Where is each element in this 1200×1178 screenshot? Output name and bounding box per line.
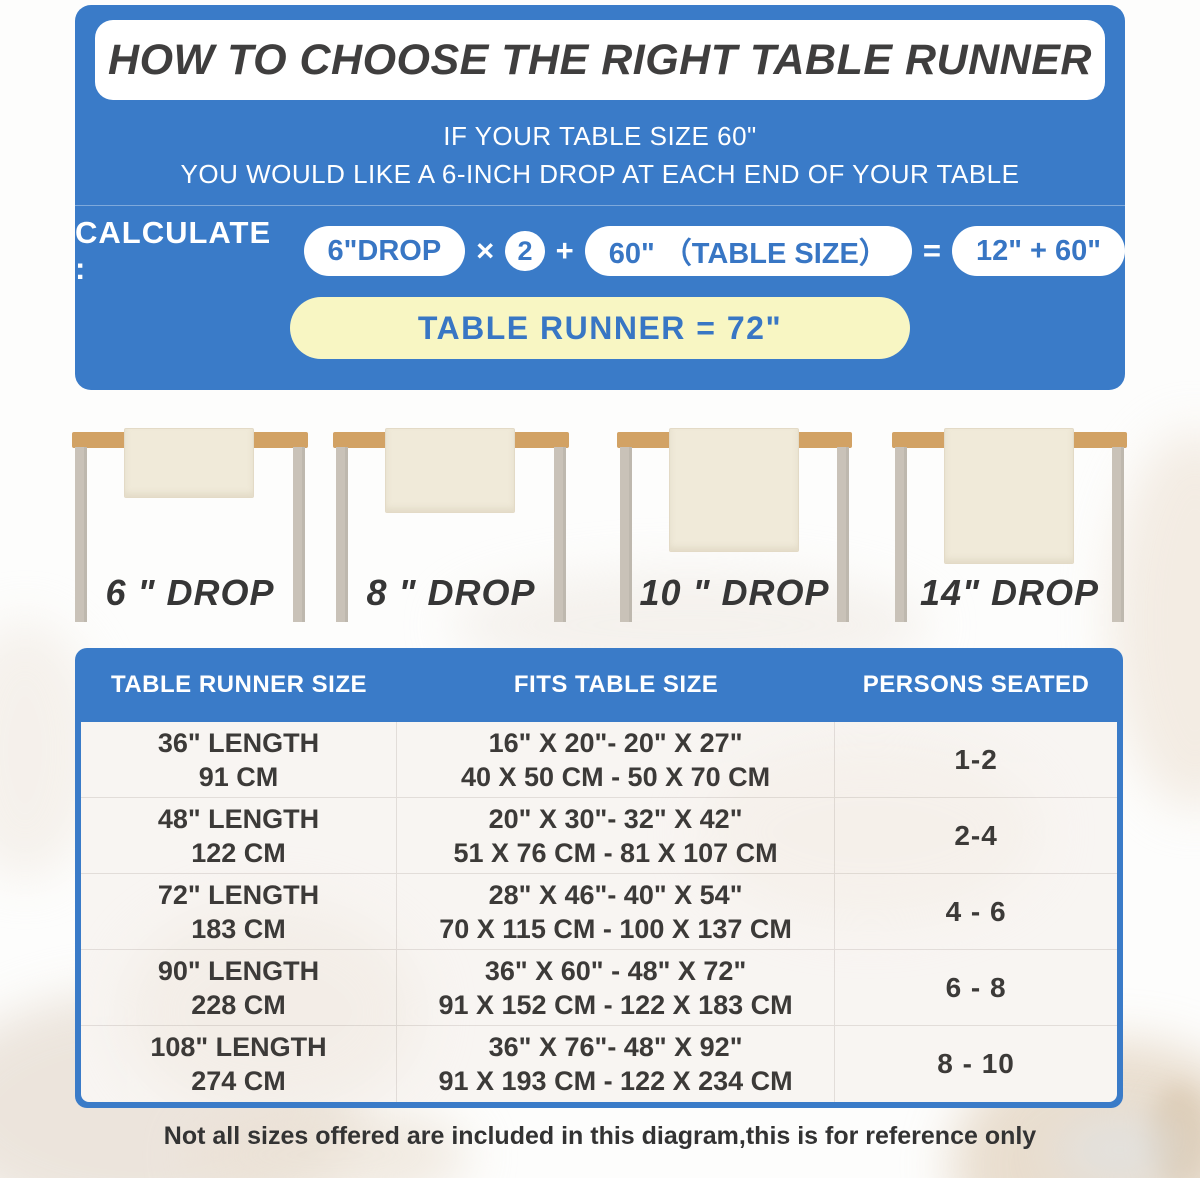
column-header-persons: PERSONS SEATED — [862, 671, 1090, 698]
page-title: HOW TO CHOOSE THE RIGHT TABLE RUNNER — [108, 35, 1092, 84]
persons-cell: 8 - 10 — [835, 1026, 1117, 1102]
table-leg-left — [336, 447, 348, 622]
footnote: Not all sizes offered are included in th… — [163, 1122, 1037, 1150]
persons-cell: 2-4 — [835, 798, 1117, 873]
table-leg-left — [895, 447, 907, 622]
fits-size-cm: 70 X 115 CM - 100 X 137 CM — [439, 913, 792, 944]
plus-sign: + — [555, 233, 574, 268]
table-leg-right — [837, 447, 849, 622]
runner-size-inches: 36" LENGTH — [157, 727, 320, 758]
runner-size-inches: 48" LENGTH — [157, 803, 320, 834]
table-leg-right — [1112, 447, 1124, 622]
size-row: 72" LENGTH 183 CM 28" X 46"- 40" X 54" 7… — [81, 874, 1117, 950]
table-runner — [385, 428, 515, 513]
persons-cell: 1-2 — [835, 722, 1117, 797]
result-pill: TABLE RUNNER = 72" — [290, 297, 910, 359]
size-row: 90" LENGTH 228 CM 36" X 60" - 48" X 72" … — [81, 950, 1117, 1026]
column-header-runner-size: TABLE RUNNER SIZE — [110, 671, 368, 698]
drop-label: 8 " DROP — [366, 572, 536, 613]
fits-size-inches: 36" X 60" - 48" X 72" — [484, 955, 747, 986]
background-blur-blob — [121, 902, 421, 1102]
runner-size-inches: 72" LENGTH — [157, 879, 320, 910]
runner-size-cm: 228 CM — [191, 989, 286, 1020]
fits-size-cell: 36" X 76"- 48" X 92" 91 X 193 CM - 122 X… — [397, 1026, 836, 1102]
runner-size-cell: 72" LENGTH 183 CM — [81, 874, 397, 949]
column-header-fits-size: FITS TABLE SIZE — [513, 671, 719, 698]
runner-size-cm: 183 CM — [191, 913, 286, 944]
size-chart-body: 36" LENGTH 91 CM 16" X 20"- 20" X 27" 40… — [81, 722, 1117, 1102]
result-text: TABLE RUNNER = 72" — [417, 309, 783, 346]
drop-figure-14in: 14" DROP — [892, 420, 1127, 635]
sum-pill: 12" + 60" — [951, 226, 1125, 276]
calculate-row: CALCULATE : 6"DROP × 2 + 60" （TABLE SIZE… — [75, 215, 1125, 286]
size-row: 36" LENGTH 91 CM 16" X 20"- 20" X 27" 40… — [81, 722, 1117, 798]
drop-label: 10 " DROP — [639, 572, 830, 613]
calculate-label: CALCULATE : — [75, 215, 272, 286]
background-blur-blob — [1055, 1115, 1185, 1178]
subtitle-line-1: IF YOUR TABLE SIZE 60" — [443, 121, 757, 151]
multiply-sign: × — [476, 233, 495, 268]
fits-size-cm: 40 X 50 CM - 50 X 70 CM — [461, 761, 771, 792]
table-runner — [669, 428, 799, 552]
multiplier-badge: 2 — [505, 231, 545, 271]
table-leg-right — [554, 447, 566, 622]
size-row: 48" LENGTH 122 CM 20" X 30"- 32" X 42" 5… — [81, 798, 1117, 874]
fits-size-inches: 36" X 76"- 48" X 92" — [488, 1032, 743, 1062]
fits-size-inches: 28" X 46"- 40" X 54" — [488, 879, 743, 910]
drop-figure-8in: 8 " DROP — [333, 420, 569, 635]
drop-value-pill: 6"DROP — [303, 226, 466, 276]
equals-sign: = — [922, 233, 941, 268]
persons-value: 4 - 6 — [945, 895, 1007, 927]
runner-size-cell: 36" LENGTH 91 CM — [81, 722, 397, 797]
fits-size-cm: 91 X 193 CM - 122 X 234 CM — [438, 1066, 793, 1096]
table-runner — [944, 428, 1074, 564]
fits-size-cell: 20" X 30"- 32" X 42" 51 X 76 CM - 81 X 1… — [397, 798, 836, 873]
subtitle-line-2: YOU WOULD LIKE A 6-INCH DROP AT EACH END… — [180, 159, 1020, 189]
fits-size-cell: 16" X 20"- 20" X 27" 40 X 50 CM - 50 X 7… — [397, 722, 836, 797]
persons-value: 8 - 10 — [937, 1048, 1015, 1079]
runner-size-cm: 91 CM — [198, 761, 279, 792]
runner-size-cell: 90" LENGTH 228 CM — [81, 950, 397, 1025]
runner-size-cell: 108" LENGTH 274 CM — [81, 1026, 397, 1102]
table-leg-left — [620, 447, 632, 622]
table-size-pill: 60" （TABLE SIZE） — [584, 226, 912, 276]
size-chart-header: TABLE RUNNER SIZE FITS TABLE SIZE PERSON… — [81, 648, 1117, 722]
runner-size-cell: 48" LENGTH 122 CM — [81, 798, 397, 873]
fits-size-cell: 36" X 60" - 48" X 72" 91 X 152 CM - 122 … — [397, 950, 836, 1025]
intro-divider — [75, 205, 1125, 206]
drop-figure-6in: 6 " DROP — [72, 420, 308, 635]
table-leg-right — [293, 447, 305, 622]
table-runner — [124, 428, 254, 498]
persons-value: 6 - 8 — [945, 971, 1007, 1003]
persons-value: 1-2 — [954, 743, 998, 775]
fits-size-inches: 16" X 20"- 20" X 27" — [488, 727, 743, 758]
persons-cell: 4 - 6 — [835, 874, 1117, 949]
intro-panel: HOW TO CHOOSE THE RIGHT TABLE RUNNER IF … — [75, 5, 1125, 390]
size-chart-panel: TABLE RUNNER SIZE FITS TABLE SIZE PERSON… — [75, 648, 1123, 1108]
fits-size-cm: 91 X 152 CM - 122 X 183 CM — [438, 989, 793, 1020]
title-banner: HOW TO CHOOSE THE RIGHT TABLE RUNNER — [95, 20, 1105, 100]
fits-size-cell: 28" X 46"- 40" X 54" 70 X 115 CM - 100 X… — [397, 874, 836, 949]
background-blur-blob — [701, 742, 1041, 922]
runner-size-inches: 90" LENGTH — [157, 955, 320, 986]
fits-size-cm: 51 X 76 CM - 81 X 107 CM — [453, 837, 778, 868]
persons-value: 2-4 — [954, 819, 998, 851]
runner-size-cm: 274 CM — [191, 1066, 286, 1096]
size-row: 108" LENGTH 274 CM 36" X 76"- 48" X 92" … — [81, 1026, 1117, 1102]
drop-examples: 6 " DROP 8 " DROP 10 " DROP 14" DROP — [0, 420, 1200, 635]
drop-label: 6 " DROP — [105, 572, 275, 613]
fits-size-inches: 20" X 30"- 32" X 42" — [488, 803, 743, 834]
runner-size-inches: 108" LENGTH — [150, 1032, 327, 1062]
table-leg-left — [75, 447, 87, 622]
runner-size-cm: 122 CM — [191, 837, 286, 868]
persons-cell: 6 - 8 — [835, 950, 1117, 1025]
drop-figure-10in: 10 " DROP — [617, 420, 852, 635]
drop-label: 14" DROP — [919, 572, 1100, 613]
